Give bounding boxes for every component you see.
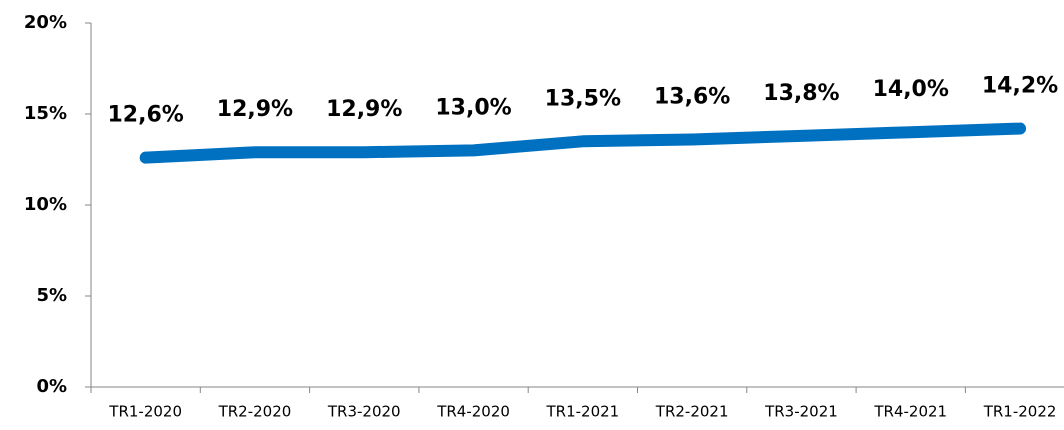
x-tick-label: TR3-2020 [327,403,401,421]
x-tick-label: TR1-2022 [983,403,1057,421]
data-label: 12,6% [107,103,183,128]
x-tick-label: TR1-2020 [108,403,182,421]
y-tick-label: 20% [24,12,67,33]
data-label: 13,0% [435,95,511,120]
data-label: 14,0% [873,77,949,102]
y-tick-label: 5% [36,285,67,306]
data-label: 13,5% [545,86,621,111]
data-label: 12,9% [326,97,402,122]
y-tick-label: 0% [36,376,67,397]
data-label: 14,2% [982,74,1058,99]
x-tick-label: TR2-2020 [218,403,292,421]
y-tick-label: 10% [24,194,67,215]
y-tick-label: 15% [24,103,67,124]
x-tick-label: TR3-2021 [764,403,838,421]
x-tick-label: TR2-2021 [655,403,729,421]
data-label: 13,6% [654,84,730,109]
x-tick-label: TR4-2021 [873,403,947,421]
x-tick-label: TR4-2020 [436,403,510,421]
series-line [139,122,1027,164]
data-label: 12,9% [217,97,293,122]
data-label: 13,8% [763,81,839,106]
x-tick-label: TR1-2021 [545,403,619,421]
